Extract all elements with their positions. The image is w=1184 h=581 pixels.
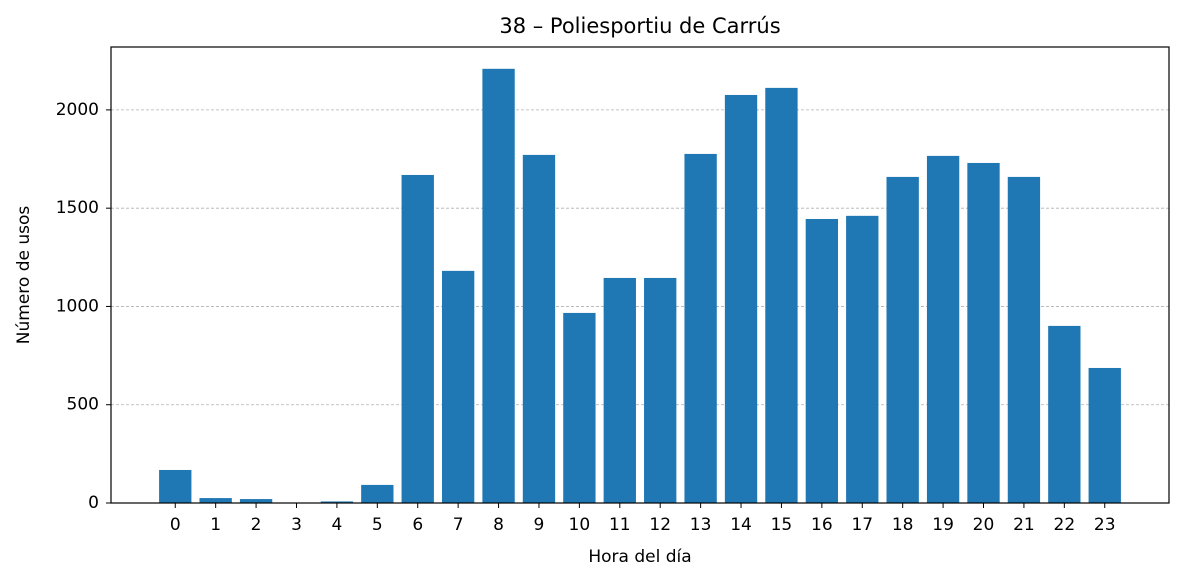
y-tick-label: 1500	[56, 198, 99, 218]
x-tick-label: 22	[1054, 515, 1076, 535]
x-tick-label: 8	[493, 515, 504, 535]
x-tick-label: 15	[771, 515, 793, 535]
bar	[644, 277, 677, 503]
x-tick-label: 2	[251, 515, 262, 535]
bar	[1088, 367, 1121, 503]
x-tick-label: 11	[609, 515, 631, 535]
x-tick-label: 7	[453, 515, 464, 535]
bar	[199, 498, 232, 503]
x-tick-label: 18	[892, 515, 914, 535]
bar	[1007, 176, 1041, 503]
bar	[482, 68, 515, 504]
bar	[603, 277, 636, 503]
bar	[361, 484, 394, 503]
bar	[684, 153, 717, 503]
x-tick-label: 14	[730, 515, 752, 535]
bar	[765, 87, 798, 504]
bar	[967, 162, 1000, 503]
bar	[886, 176, 919, 503]
x-tick-label: 16	[811, 515, 833, 535]
bar	[239, 499, 273, 503]
x-tick-label: 5	[372, 515, 383, 535]
x-tick-label: 10	[569, 515, 591, 535]
x-tick-label: 3	[291, 515, 302, 535]
plot-frame	[110, 46, 1170, 504]
bar	[563, 312, 596, 503]
y-tick-label: 2000	[56, 100, 99, 120]
y-axis-label: Número de usos	[14, 206, 34, 345]
bar	[926, 155, 960, 503]
bar	[522, 154, 556, 503]
x-tick-label: 23	[1094, 515, 1116, 535]
x-tick-label: 9	[534, 515, 545, 535]
x-tick-label: 13	[690, 515, 712, 535]
y-tick-label: 1000	[56, 296, 99, 316]
x-tick-label: 19	[932, 515, 954, 535]
bar	[805, 218, 839, 503]
bar	[441, 270, 475, 503]
x-tick-label: 1	[210, 515, 221, 535]
bar	[724, 94, 758, 503]
x-tick-label: 0	[170, 515, 181, 535]
x-tick-label: 17	[851, 515, 873, 535]
bar	[401, 174, 434, 503]
y-tick-label: 500	[67, 395, 99, 415]
x-tick-label: 21	[1013, 515, 1035, 535]
chart-title: 38 – Poliesportiu de Carrús	[499, 14, 780, 38]
x-tick-label: 6	[412, 515, 423, 535]
bar	[1048, 325, 1081, 503]
x-tick-label: 4	[331, 515, 342, 535]
x-tick-label: 20	[973, 515, 995, 535]
bar	[159, 469, 192, 503]
x-axis-label: Hora del día	[588, 547, 691, 567]
y-tick-label: 0	[88, 493, 99, 513]
bar	[846, 215, 879, 503]
bar	[320, 501, 354, 503]
x-tick-label: 12	[649, 515, 671, 535]
